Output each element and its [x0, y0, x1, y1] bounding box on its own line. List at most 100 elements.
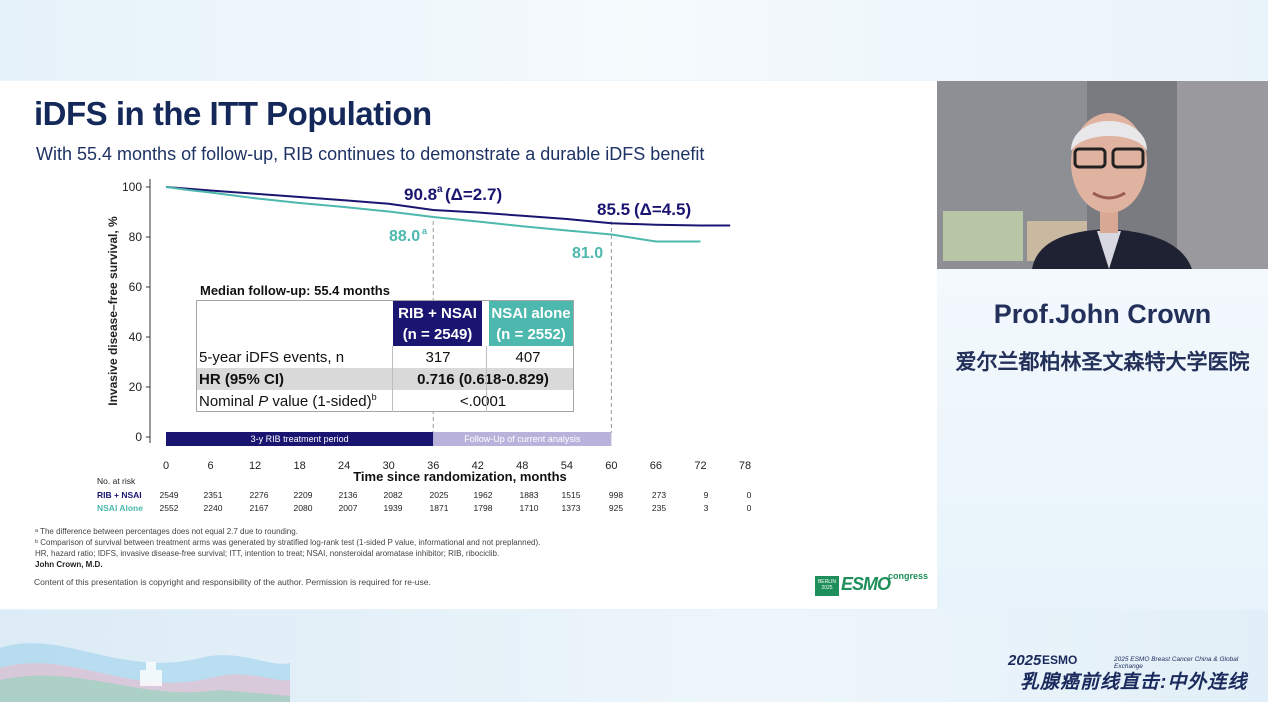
- table-header-rib-name: RIB + NSAI: [398, 305, 477, 322]
- event-year: 2025: [1008, 652, 1042, 669]
- pvalue-footnote-marker: b: [371, 392, 377, 402]
- x-tick-label: 18: [293, 460, 305, 472]
- table-row-label: 5-year iDFS events, n: [199, 348, 345, 366]
- footnote-b: ᵇ Comparison of survival between treatme…: [35, 538, 541, 547]
- y-tick-label: 40: [129, 330, 143, 344]
- at-risk-value: 998: [609, 490, 623, 500]
- at-risk-title: No. at risk: [97, 476, 136, 486]
- annotation-nsai-60m: 81.0: [572, 245, 603, 262]
- speaker-name: Prof.John Crown: [993, 299, 1212, 329]
- table-cell: 317: [425, 348, 451, 366]
- y-tick-label: 100: [122, 180, 142, 194]
- annotation-nsai-36m: 88.0: [389, 228, 420, 245]
- table-row-hr: HR (95% CI) 0.716 (0.618-0.829): [197, 368, 573, 390]
- x-axis-label: Time since randomization, months: [353, 469, 567, 484]
- at-risk-value: 1373: [562, 503, 581, 513]
- background-top: [0, 0, 1268, 80]
- x-tick-label: 36: [427, 460, 439, 472]
- annotation-rib-60m: 85.5: [597, 200, 630, 219]
- slide-title: iDFS in the ITT Population: [34, 95, 432, 132]
- esmo-logo-word: ESMO: [841, 574, 891, 594]
- at-risk-value: 0: [747, 490, 752, 500]
- pvalue-label-suffix: value (1-sided): [268, 393, 372, 410]
- at-risk-value: 1710: [520, 503, 539, 513]
- at-risk-value: 2209: [294, 490, 313, 500]
- table-row-label: HR (95% CI): [199, 370, 285, 388]
- annotation-rib-36m-delta: (Δ=2.7): [445, 185, 502, 204]
- at-risk-value: 2552: [160, 503, 179, 513]
- annotation-rib-60m-delta: (Δ=4.5): [634, 200, 691, 219]
- speaker-affiliation: 爱尔兰都柏林圣文森特大学医院: [955, 351, 1250, 374]
- x-tick-label: 54: [561, 460, 573, 472]
- speaker-video-frame: [937, 81, 1268, 269]
- at-risk-row-label: NSAI Alone: [97, 503, 143, 513]
- x-tick-label: 42: [472, 460, 484, 472]
- annotation-rib-36m-sup: a: [437, 184, 443, 195]
- y-tick-label: 60: [129, 280, 143, 294]
- x-tick-label: 0: [163, 460, 169, 472]
- at-risk-value: 2549: [160, 490, 179, 500]
- at-risk-row-label: RIB + NSAI: [97, 490, 142, 500]
- at-risk-value: 2240: [204, 503, 223, 513]
- x-tick-label: 66: [650, 460, 662, 472]
- at-risk-value: 1939: [384, 503, 403, 513]
- at-risk-value: 273: [652, 490, 666, 500]
- at-risk-value: 235: [652, 503, 666, 513]
- table-divider: [392, 346, 393, 412]
- event-chinese-title: 乳腺癌前线直击:中外连线: [1020, 672, 1248, 693]
- at-risk-value: 0: [747, 503, 752, 513]
- km-curve-rib-nsai: [165, 186, 731, 227]
- at-risk-value: 1883: [520, 490, 539, 500]
- y-tick-label: 80: [129, 230, 143, 244]
- at-risk-value: 2007: [339, 503, 358, 513]
- period-bar: [166, 432, 434, 446]
- pvalue-label-p: P: [258, 393, 269, 410]
- footnote-abbreviations: HR, hazard ratio; IDFS, invasive disease…: [35, 549, 500, 558]
- decorative-wave: [0, 643, 290, 702]
- at-risk-value: 1871: [430, 503, 449, 513]
- table-row-events: 5-year iDFS events, n 317 407: [197, 346, 573, 368]
- at-risk-value: 2080: [294, 503, 313, 513]
- at-risk-value: 2351: [204, 490, 223, 500]
- table-divider: [486, 346, 487, 412]
- esmo-logo-congress: congress: [888, 571, 929, 581]
- at-risk-value: 1798: [474, 503, 493, 513]
- x-tick-label: 6: [207, 460, 213, 472]
- at-risk-value: 2276: [250, 490, 269, 500]
- period-label: Follow-Up of current analysis: [464, 434, 581, 444]
- at-risk-value: 1515: [562, 490, 581, 500]
- annotation-nsai-36m-sup: a: [422, 226, 428, 236]
- table-header-nsai: NSAI alone (n = 2552): [489, 301, 573, 346]
- slide-subtitle: With 55.4 months of follow-up, RIB conti…: [36, 144, 705, 164]
- table-cell: 0.716 (0.618-0.829): [417, 370, 549, 388]
- y-tick-label: 20: [129, 380, 143, 394]
- presentation-slide: iDFS in the ITT Population With 55.4 mon…: [0, 81, 937, 609]
- y-tick-label: 0: [135, 430, 142, 444]
- x-tick-label: 24: [338, 460, 350, 472]
- event-esmo: ESMO: [1042, 653, 1078, 667]
- y-axis-label: Invasive disease–free survival, %: [106, 216, 120, 406]
- footnotes: ᵃ The difference between percentages doe…: [35, 526, 635, 570]
- table-header-rib: RIB + NSAI (n = 2549): [393, 301, 482, 346]
- esmo-congress-logo: BERLIN 2025 ESMO congress: [815, 571, 929, 596]
- at-risk-value: 2025: [430, 490, 449, 500]
- table-cell: 407: [515, 348, 541, 366]
- x-tick-label: 78: [739, 460, 751, 472]
- esmo-logo-box: BERLIN 2025: [815, 576, 839, 596]
- table-header-nsai-name: NSAI alone: [491, 305, 571, 322]
- annotation-rib-36m: 90.8: [404, 185, 437, 204]
- at-risk-value: 2167: [250, 503, 269, 513]
- x-tick-label: 30: [383, 460, 395, 472]
- at-risk-value: 2082: [384, 490, 403, 500]
- footnote-author: John Crown, M.D.: [35, 560, 103, 569]
- at-risk-value: 2136: [339, 490, 358, 500]
- event-logo: 2025 ESMO 2025 ESMO Breast Cancer China …: [1008, 652, 1263, 693]
- x-tick-label: 12: [249, 460, 261, 472]
- x-tick-label: 60: [605, 460, 617, 472]
- footnote-a: ᵃ The difference between percentages doe…: [35, 527, 298, 536]
- at-risk-value: 925: [609, 503, 623, 513]
- period-label: 3-y RIB treatment period: [251, 434, 349, 444]
- at-risk-value: 1962: [474, 490, 493, 500]
- event-subtitle: 2025 ESMO Breast Cancer China & Global E…: [1114, 656, 1239, 670]
- table-row-label: Nominal P value (1-sided)b: [197, 392, 393, 410]
